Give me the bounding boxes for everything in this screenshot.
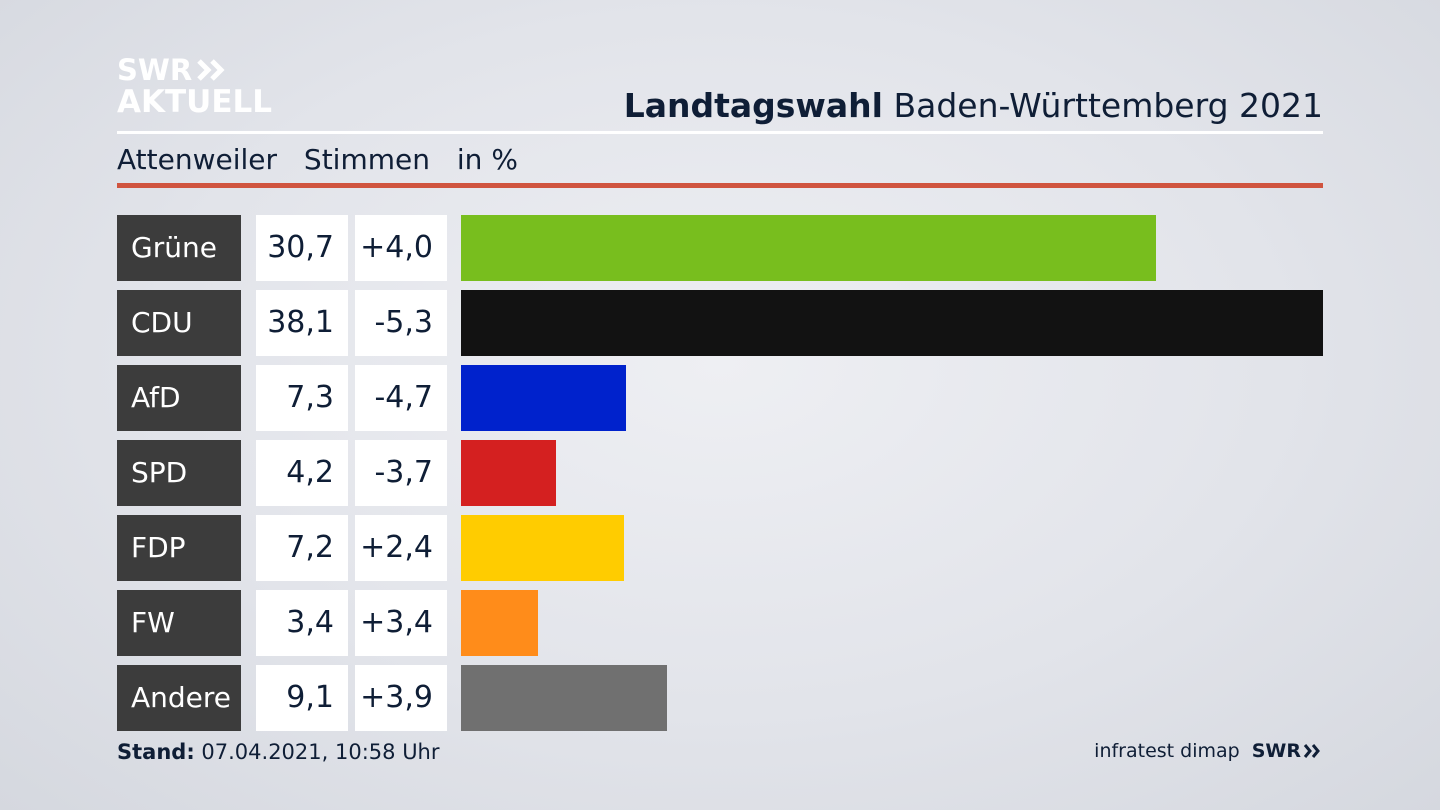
vote-share-bar xyxy=(461,440,556,506)
subheader: Attenweiler Stimmen in % xyxy=(117,143,536,176)
vote-share-label: 30,7 xyxy=(256,215,348,281)
logo-line-1: SWR xyxy=(117,53,193,87)
page-title: Landtagswahl Baden-Württemberg 2021 xyxy=(624,86,1323,125)
party-label: FW xyxy=(117,590,241,656)
party-label: CDU xyxy=(117,290,241,356)
source-credit: infratest dimap SWR xyxy=(1094,740,1323,762)
vote-share-label: 3,4 xyxy=(256,590,348,656)
place-label: Attenweiler xyxy=(117,143,278,176)
measure-label: Stimmen xyxy=(303,143,430,176)
party-label: Andere xyxy=(117,665,241,731)
timestamp: Stand: 07.04.2021, 10:58 Uhr xyxy=(117,740,440,764)
change-label: +4,0 xyxy=(355,215,447,281)
party-label: SPD xyxy=(117,440,241,506)
vote-share-bar xyxy=(461,590,538,656)
vote-share-label: 9,1 xyxy=(256,665,348,731)
swr-small-logo: SWR xyxy=(1252,740,1323,762)
vote-share-bar xyxy=(461,215,1156,281)
brand-label: SWR xyxy=(1251,740,1301,762)
vote-share-label: 7,2 xyxy=(256,515,348,581)
stand-value: 07.04.2021, 10:58 Uhr xyxy=(201,740,440,764)
title-divider xyxy=(117,131,1323,134)
accent-divider xyxy=(117,183,1323,188)
change-label: -5,3 xyxy=(355,290,447,356)
double-chevron-icon xyxy=(197,59,225,81)
vote-share-bar xyxy=(461,515,624,581)
source-label: infratest dimap xyxy=(1094,740,1240,762)
vote-share-label: 38,1 xyxy=(256,290,348,356)
vote-share-bar xyxy=(461,365,626,431)
change-label: +3,9 xyxy=(355,665,447,731)
vote-share-label: 4,2 xyxy=(256,440,348,506)
change-label: +2,4 xyxy=(355,515,447,581)
change-label: -3,7 xyxy=(355,440,447,506)
vote-share-label: 7,3 xyxy=(256,365,348,431)
stand-label: Stand: xyxy=(117,740,195,764)
party-label: FDP xyxy=(117,515,241,581)
vote-share-bar xyxy=(461,665,667,731)
unit-label: in % xyxy=(456,143,518,176)
change-label: +3,4 xyxy=(355,590,447,656)
vote-share-bar xyxy=(461,290,1323,356)
party-label: Grüne xyxy=(117,215,241,281)
title-rest: Baden-Württemberg 2021 xyxy=(893,86,1323,125)
swr-aktuell-logo: SWR AKTUELL xyxy=(117,54,272,118)
change-label: -4,7 xyxy=(355,365,447,431)
title-bold: Landtagswahl xyxy=(623,86,883,125)
logo-line-2: AKTUELL xyxy=(117,84,273,120)
double-chevron-icon xyxy=(1303,744,1320,758)
party-label: AfD xyxy=(117,365,241,431)
